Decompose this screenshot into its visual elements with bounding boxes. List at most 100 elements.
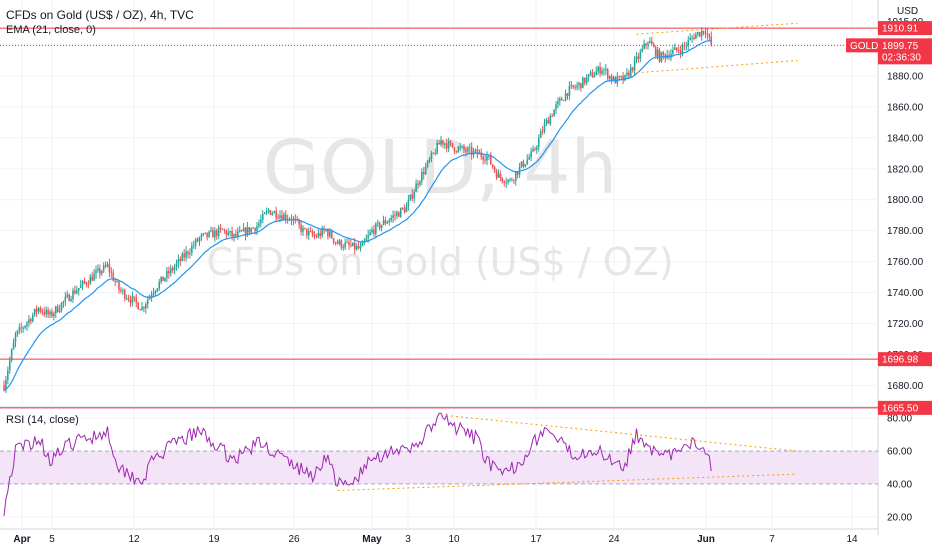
candle-body <box>534 149 536 151</box>
candle-body <box>118 281 120 290</box>
candle-body <box>131 296 134 303</box>
rsi-trendline <box>337 473 798 491</box>
candle-body <box>51 311 53 317</box>
candle-body <box>649 41 651 43</box>
candle-body <box>417 183 419 185</box>
candle-body <box>233 234 235 237</box>
candle-body <box>350 244 352 246</box>
candle-body <box>685 45 688 47</box>
candle-body <box>526 159 529 165</box>
candle-body <box>125 298 128 300</box>
time-tick-label: 19 <box>208 534 220 545</box>
candle-body <box>175 263 178 267</box>
candle-body <box>514 171 517 181</box>
candle-body <box>196 239 199 242</box>
candle-body <box>398 212 400 217</box>
rsi-indicator-label[interactable]: RSI (14, close) <box>6 414 79 426</box>
currency-label[interactable]: USD <box>897 6 919 17</box>
candle-body <box>261 213 264 220</box>
candle-body <box>589 72 592 75</box>
candle-body <box>633 59 636 71</box>
rsi-trendline <box>440 414 798 452</box>
candle-body <box>674 47 676 50</box>
candle-body <box>643 43 645 49</box>
candle-body <box>645 43 647 45</box>
candle-body <box>562 100 565 102</box>
candle-body <box>223 229 226 231</box>
price-tick-label: 1740.00 <box>887 288 924 299</box>
candle-body <box>93 273 95 281</box>
candle-body <box>43 312 46 315</box>
candle-body <box>700 30 703 37</box>
candle-body <box>300 224 302 232</box>
candle-body <box>578 83 580 86</box>
candle-body <box>501 177 504 182</box>
rsi-band <box>0 450 878 485</box>
candle-body <box>447 141 450 149</box>
candle-body <box>307 230 310 236</box>
candle-body <box>394 215 396 217</box>
level-price-label: 1665.50 <box>882 403 919 414</box>
candle-body <box>85 282 88 285</box>
candle-body <box>355 246 358 250</box>
time-tick-label: 17 <box>530 534 542 545</box>
candle-body <box>338 240 341 244</box>
candle-body <box>89 276 92 285</box>
candle-body <box>150 295 153 297</box>
candle-body <box>304 227 306 229</box>
candle-body <box>547 119 550 124</box>
candle-body <box>162 276 164 281</box>
candle-body <box>294 218 297 220</box>
candle-body <box>658 49 661 62</box>
candle-body <box>419 181 421 185</box>
candle-body <box>160 276 162 282</box>
candle-body <box>380 224 383 229</box>
candle-body <box>164 277 166 281</box>
candle-body <box>214 230 216 238</box>
candle-body <box>334 242 337 243</box>
watermark-symbol: GOLD, 4h <box>263 125 618 211</box>
candle-body <box>325 230 327 231</box>
candle-body <box>484 159 486 161</box>
candle-body <box>62 301 65 303</box>
candle-body <box>511 179 513 181</box>
candle-body <box>298 220 300 225</box>
ema-indicator-label[interactable]: EMA (21, close, 0) <box>6 24 96 36</box>
candle-body <box>87 284 90 286</box>
candle-body <box>187 251 189 255</box>
candle-body <box>693 37 695 39</box>
ema-line <box>3 39 712 391</box>
candle-body <box>467 147 469 152</box>
candle-body <box>74 290 76 294</box>
candle-body <box>114 280 116 282</box>
candle-body <box>231 231 233 237</box>
candle-body <box>424 166 427 175</box>
price-tick-label: 1820.00 <box>887 164 924 175</box>
candle-body <box>560 98 563 101</box>
candle-body <box>620 76 622 77</box>
candle-body <box>120 289 122 291</box>
candle-body <box>263 212 266 214</box>
candle-body <box>628 72 630 77</box>
candle-body <box>522 161 525 167</box>
candle-body <box>198 237 201 242</box>
candle-body <box>570 85 573 87</box>
level-price-tag <box>878 352 932 367</box>
candle-body <box>327 230 329 237</box>
candle-body <box>555 104 557 110</box>
candle-body <box>200 234 203 238</box>
candle-body <box>706 33 709 35</box>
candle-body <box>315 236 318 238</box>
current-price-tag <box>878 38 932 65</box>
time-tick-label: 10 <box>448 534 460 545</box>
candle-body <box>698 32 701 37</box>
rsi-trendlines <box>337 414 798 491</box>
candle-body <box>146 299 149 305</box>
candle-body <box>237 231 239 236</box>
candle-body <box>127 298 130 300</box>
candle-body <box>440 140 442 145</box>
candle-body <box>106 264 109 267</box>
candle-body <box>413 191 415 199</box>
candle-body <box>238 230 241 232</box>
